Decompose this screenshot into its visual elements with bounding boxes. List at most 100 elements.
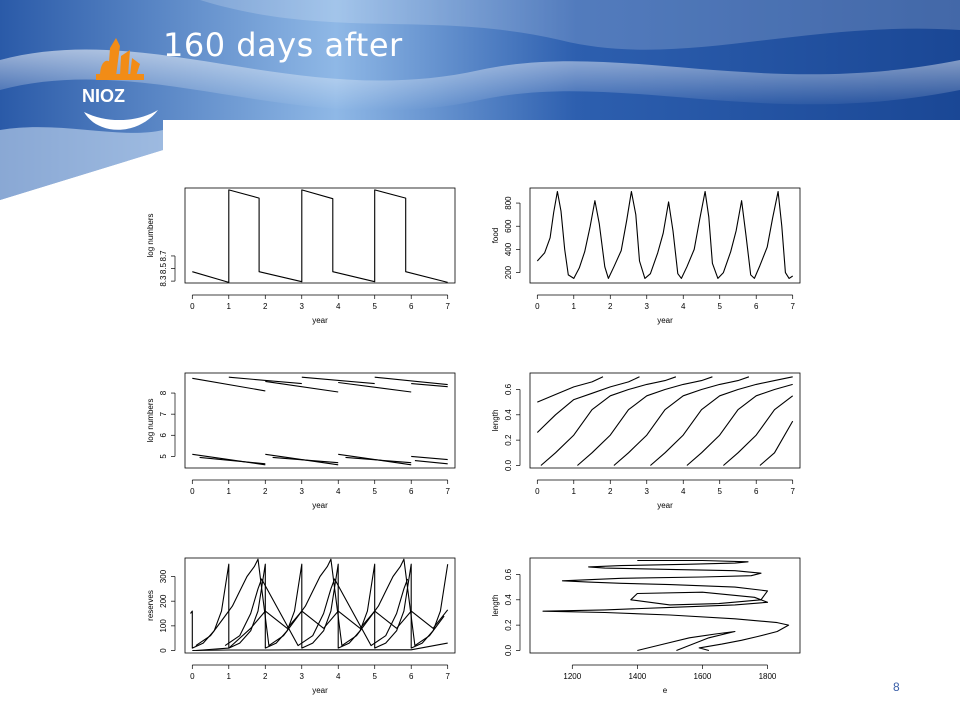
plot-frame xyxy=(529,372,801,469)
series-line-10 xyxy=(272,456,339,464)
x-tick-label: 1 xyxy=(572,487,577,496)
plot-frame xyxy=(184,372,456,469)
y-tick-label: 0.2 xyxy=(504,619,513,631)
y-tick-label: 0.0 xyxy=(504,459,513,471)
series-line-14 xyxy=(414,460,448,465)
series-line-1 xyxy=(536,376,640,433)
y-tick-label: 8 xyxy=(159,390,168,395)
x-tick-label: 7 xyxy=(790,302,795,311)
series-line-0 xyxy=(192,189,448,283)
x-tick-label: 5 xyxy=(373,302,378,311)
y-tick-label: 0.6 xyxy=(504,383,513,395)
header-banner: NIOZ 160 days after xyxy=(0,0,960,200)
plot-frame xyxy=(184,187,456,284)
series-line-0 xyxy=(542,559,790,652)
slide-title: 160 days after xyxy=(163,26,403,64)
x-tick-label: 7 xyxy=(445,487,450,496)
x-tick-label: 4 xyxy=(336,672,341,681)
x-tick-label: 1 xyxy=(572,302,577,311)
nioz-logo: NIOZ xyxy=(78,36,168,141)
plot-frame xyxy=(529,557,801,654)
x-tick-label: 6 xyxy=(409,302,414,311)
x-axis-label: year xyxy=(657,316,673,325)
y-tick-label: 0.4 xyxy=(504,409,513,421)
x-tick-label: 2 xyxy=(608,302,613,311)
x-tick-label: 2 xyxy=(263,672,268,681)
x-tick-label: 1800 xyxy=(759,672,777,681)
x-tick-label: 4 xyxy=(681,302,686,311)
y-tick-label: 600 xyxy=(504,219,513,233)
x-axis-label: year xyxy=(312,686,328,695)
y-tick-label: 200 xyxy=(159,594,168,608)
x-tick-label: 3 xyxy=(300,302,305,311)
y-tick-label: 0.2 xyxy=(504,434,513,446)
series-line-0 xyxy=(192,377,266,392)
plot-lognumbers-year: 0 1 2 3 4 5 6 7 8.38.58.7 year log numbers xyxy=(146,187,456,325)
x-tick-label: 6 xyxy=(409,487,414,496)
plot-food-year: 0 1 2 3 4 5 6 7 200 400 600 800 year food xyxy=(491,187,801,325)
plot-length-e: 1200 1400 1600 1800 0.0 0.2 0.4 0.6 e length xyxy=(491,557,801,695)
y-axis-label: length xyxy=(491,410,500,432)
x-tick-label: 6 xyxy=(409,672,414,681)
x-tick-label: 7 xyxy=(445,302,450,311)
x-tick-label: 4 xyxy=(336,487,341,496)
y-tick-label: 400 xyxy=(504,242,513,256)
y-tick-label: 300 xyxy=(159,569,168,583)
banner-background xyxy=(0,0,960,200)
series-line-1 xyxy=(637,630,736,652)
x-tick-label: 0 xyxy=(535,487,540,496)
y-axis-label: log numbers xyxy=(146,398,155,442)
y-tick-label: 6 xyxy=(159,433,168,438)
x-tick-label: 0 xyxy=(535,302,540,311)
x-tick-label: 2 xyxy=(263,487,268,496)
plot-frame xyxy=(184,557,456,654)
y-axis-label: food xyxy=(491,228,500,244)
x-axis-label: e xyxy=(663,686,668,695)
x-tick-label: 2 xyxy=(263,302,268,311)
x-axis-label: year xyxy=(312,501,328,510)
series-line-0 xyxy=(537,376,604,403)
plot-frame xyxy=(529,187,801,284)
y-tick-label: 8.5 xyxy=(159,262,168,274)
x-tick-label: 1400 xyxy=(628,672,646,681)
y-tick-label: 100 xyxy=(159,619,168,633)
series-line-8 xyxy=(759,420,794,466)
x-tick-label: 5 xyxy=(718,302,723,311)
x-tick-label: 1600 xyxy=(694,672,712,681)
y-tick-label: 200 xyxy=(504,265,513,279)
x-tick-label: 0 xyxy=(190,487,195,496)
x-tick-label: 4 xyxy=(681,487,686,496)
x-tick-label: 1 xyxy=(227,302,232,311)
x-axis-label: year xyxy=(657,501,673,510)
x-tick-label: 0 xyxy=(190,672,195,681)
series-line-5 xyxy=(374,376,448,386)
x-tick-label: 4 xyxy=(336,302,341,311)
x-tick-label: 7 xyxy=(445,672,450,681)
y-axis-label: log numbers xyxy=(146,213,155,257)
plot-length-year: 0 1 2 3 4 5 6 7 0.0 0.2 0.4 0.6 year length xyxy=(491,372,801,510)
series-line-2 xyxy=(540,376,677,466)
series-line-3 xyxy=(195,609,449,652)
series-line-2 xyxy=(265,380,339,393)
x-tick-label: 1 xyxy=(227,672,232,681)
series-line-0 xyxy=(536,190,794,279)
plot-lognumbers-cohorts: 0 1 2 3 4 5 6 7 5 6 7 8 year log numbers xyxy=(146,372,456,510)
series-line-4 xyxy=(338,381,412,393)
y-tick-label: 0.4 xyxy=(504,594,513,606)
x-tick-label: 1200 xyxy=(563,672,581,681)
series-line-6 xyxy=(686,383,793,466)
series-line-5 xyxy=(650,376,793,466)
x-tick-label: 5 xyxy=(718,487,723,496)
series-line-1 xyxy=(195,558,445,647)
y-tick-label: 7 xyxy=(159,411,168,416)
y-tick-label: 5 xyxy=(159,454,168,459)
x-tick-label: 5 xyxy=(373,672,378,681)
x-tick-label: 6 xyxy=(754,487,759,496)
y-tick-label: 0.6 xyxy=(504,568,513,580)
series-line-1 xyxy=(228,376,302,385)
y-tick-label: 8.7 xyxy=(159,250,168,262)
x-tick-label: 1 xyxy=(227,487,232,496)
x-tick-label: 0 xyxy=(190,302,195,311)
x-axis-label: year xyxy=(312,316,328,325)
series-line-8 xyxy=(199,456,266,465)
